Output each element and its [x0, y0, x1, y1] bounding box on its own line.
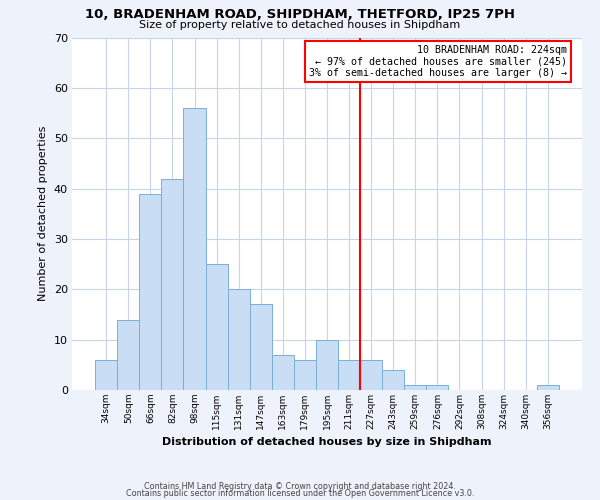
Bar: [184, 108, 206, 390]
Bar: [360, 360, 382, 390]
Bar: [250, 304, 272, 390]
Bar: [537, 385, 559, 390]
Bar: [206, 264, 227, 390]
Bar: [338, 360, 360, 390]
Bar: [427, 385, 448, 390]
Bar: [117, 320, 139, 390]
Y-axis label: Number of detached properties: Number of detached properties: [38, 126, 48, 302]
Bar: [316, 340, 338, 390]
Bar: [382, 370, 404, 390]
Bar: [227, 290, 250, 390]
Bar: [161, 178, 184, 390]
Text: Contains HM Land Registry data © Crown copyright and database right 2024.: Contains HM Land Registry data © Crown c…: [144, 482, 456, 491]
Bar: [294, 360, 316, 390]
Text: 10, BRADENHAM ROAD, SHIPDHAM, THETFORD, IP25 7PH: 10, BRADENHAM ROAD, SHIPDHAM, THETFORD, …: [85, 8, 515, 20]
Text: Size of property relative to detached houses in Shipdham: Size of property relative to detached ho…: [139, 20, 461, 30]
Text: Contains public sector information licensed under the Open Government Licence v3: Contains public sector information licen…: [126, 489, 474, 498]
Text: 10 BRADENHAM ROAD: 224sqm
← 97% of detached houses are smaller (245)
3% of semi-: 10 BRADENHAM ROAD: 224sqm ← 97% of detac…: [309, 44, 567, 78]
Bar: [404, 385, 427, 390]
Bar: [272, 355, 294, 390]
Bar: [139, 194, 161, 390]
Bar: [95, 360, 117, 390]
X-axis label: Distribution of detached houses by size in Shipdham: Distribution of detached houses by size …: [162, 438, 492, 448]
